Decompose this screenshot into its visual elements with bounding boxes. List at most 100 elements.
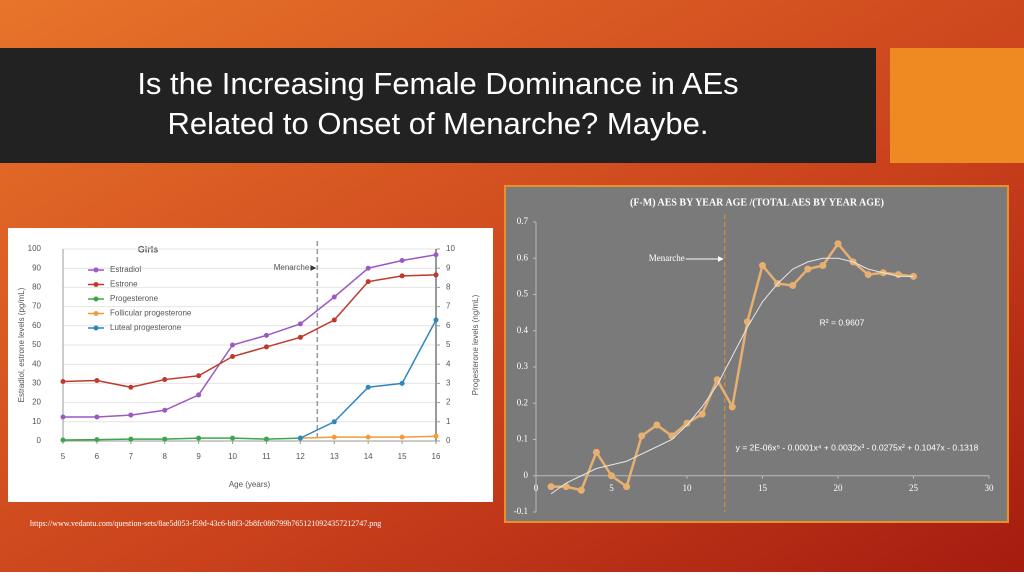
y-tick-label: 40 (32, 359, 41, 368)
data-point (331, 317, 337, 323)
data-point (638, 432, 646, 440)
legend-label: Estradiol (110, 265, 141, 274)
data-point (698, 410, 706, 418)
y-tick-label: 0.4 (517, 325, 529, 335)
data-point (94, 437, 100, 443)
y-tick-label: 60 (32, 321, 41, 330)
legend-swatch (93, 296, 99, 302)
data-point (196, 373, 202, 379)
data-point (365, 279, 371, 285)
legend-label: Estrone (110, 280, 138, 289)
y-tick-label: 0.6 (517, 252, 529, 262)
data-point (162, 436, 168, 442)
data-point (196, 392, 202, 398)
x-axis-label: Age (years) (229, 480, 271, 489)
y-tick-label: 0.2 (517, 397, 528, 407)
slide-title: Is the Increasing Female Dominance in AE… (137, 66, 738, 101)
x-tick-label: 16 (432, 452, 441, 461)
data-point (399, 380, 405, 386)
data-point (433, 252, 439, 258)
data-point (683, 419, 691, 427)
data-point (433, 317, 439, 323)
data-point (365, 384, 371, 390)
y-tick-label: 0.5 (517, 289, 529, 299)
y2-tick-label: 7 (446, 302, 451, 311)
y2-tick-label: 6 (446, 321, 451, 330)
data-point (864, 271, 872, 279)
y2-tick-label: 8 (446, 283, 451, 292)
annotation: y = 2E-06x⁵ - 0.0001x⁴ + 0.0032x³ - 0.02… (736, 442, 979, 452)
trend-line (550, 257, 914, 495)
legend-label: Progesterone (110, 294, 159, 303)
y-tick-label: 0 (37, 436, 42, 445)
y2-tick-label: 4 (446, 359, 451, 368)
data-point (433, 433, 439, 439)
series-line (62, 437, 301, 441)
data-point (743, 318, 751, 326)
x-tick-label: 20 (834, 483, 844, 493)
y-tick-label: -0.1 (514, 506, 528, 516)
chart-title: (F-M) AES BY YEAR AGE /(TOTAL AES BY YEA… (630, 197, 884, 208)
legend-label: Follicular progesterone (110, 309, 192, 318)
data-point (297, 334, 303, 340)
data-point (128, 384, 134, 390)
legend-label: Luteal progesterone (110, 323, 182, 332)
data-point (728, 403, 736, 411)
x-tick-label: 13 (330, 452, 339, 461)
data-point (399, 273, 405, 279)
data-point (608, 472, 615, 480)
data-point (894, 271, 902, 279)
annotation: Menarche (649, 253, 685, 263)
data-point (399, 434, 405, 440)
data-point (433, 272, 439, 278)
data-point (668, 432, 676, 440)
x-tick-label: 14 (364, 452, 373, 461)
x-tick-label: 12 (296, 452, 305, 461)
x-tick-label: 30 (985, 483, 995, 493)
y-tick-label: 80 (32, 283, 41, 292)
data-point (230, 342, 236, 348)
x-tick-label: 5 (61, 452, 66, 461)
x-tick-label: 15 (398, 452, 407, 461)
data-point (128, 436, 134, 442)
y2-tick-label: 1 (446, 417, 451, 426)
y-tick-label: 10 (32, 417, 41, 426)
chart-panel (8, 228, 493, 502)
data-point (196, 435, 202, 441)
chart-panel (504, 185, 1009, 523)
data-point (577, 486, 585, 494)
data-point (623, 483, 631, 491)
legend-swatch (93, 311, 99, 316)
y-tick-label: 0 (524, 470, 529, 480)
data-point (94, 414, 100, 420)
accent-box (890, 48, 1024, 163)
x-tick-label: 25 (909, 483, 919, 493)
x-tick-label: 10 (683, 483, 693, 493)
charts: Girls01020304050607080901000123456789105… (17, 197, 994, 516)
data-point (819, 262, 827, 269)
data-point (789, 281, 797, 289)
data-point (834, 240, 842, 248)
data-point (263, 332, 269, 338)
data-point (297, 435, 303, 441)
y-axis-label: Estradiol, estrone levels (pg/mL) (17, 287, 26, 402)
annotation: Menarche (274, 263, 310, 272)
data-point (94, 378, 100, 384)
y-tick-label: 30 (32, 379, 41, 388)
y-tick-label: 70 (32, 302, 41, 311)
y2-tick-label: 2 (446, 398, 451, 407)
data-point (263, 436, 269, 442)
y2-tick-label: 0 (446, 436, 451, 445)
series-line (62, 274, 437, 389)
data-point (547, 483, 555, 491)
data-point (365, 434, 371, 440)
x-tick-label: 0 (534, 483, 539, 493)
source-url: https://www.vedantu.com/question-sets/8a… (30, 519, 381, 528)
data-point (60, 437, 66, 443)
x-tick-label: 9 (196, 452, 201, 461)
x-tick-label: 6 (95, 452, 100, 461)
data-point (804, 265, 812, 273)
x-tick-label: 15 (758, 483, 768, 493)
